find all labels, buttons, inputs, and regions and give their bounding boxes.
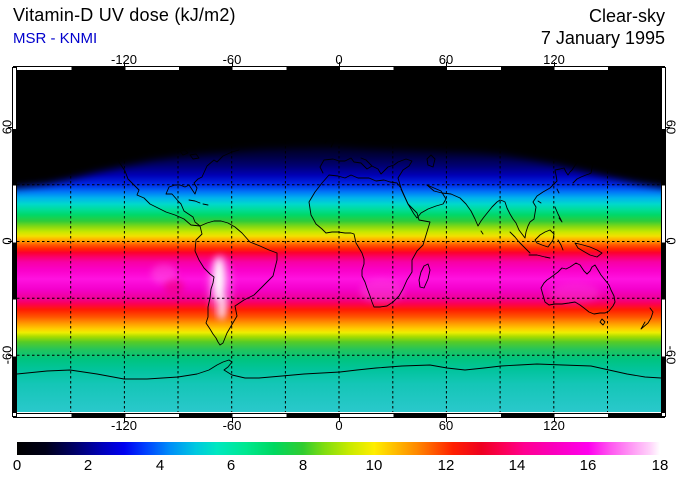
- coast-africa: [308, 174, 431, 308]
- great-lakes: [179, 149, 200, 160]
- axis-tick: [8, 127, 12, 128]
- japan: [572, 158, 601, 184]
- colorbar-tick: 2: [83, 457, 93, 474]
- axis-tick: [666, 241, 670, 242]
- coast-arabia: [400, 184, 447, 219]
- coastlines: [17, 127, 661, 380]
- axis-tick: [339, 62, 340, 66]
- date-label: 7 January 1995: [540, 28, 665, 48]
- condition-label: Clear-sky: [588, 6, 665, 26]
- lon-tick-bottom: 120: [543, 418, 565, 433]
- lon-tick-top: -60: [222, 52, 242, 67]
- sri-lanka: [480, 230, 484, 235]
- axis-tick: [232, 418, 233, 422]
- axis-tick: [446, 418, 447, 422]
- caspian-sea: [426, 154, 436, 168]
- source-label: MSR - KNMI: [13, 30, 98, 47]
- colorbar-tick: 6: [226, 457, 236, 474]
- axis-tick: [339, 418, 340, 422]
- lon-tick-bottom: -60: [222, 418, 242, 433]
- southern-africa-bright-spot: [360, 279, 404, 303]
- colorbar-tick: 14: [508, 457, 526, 474]
- map-border-right: [661, 67, 666, 417]
- colorbar-tick: 18: [651, 457, 669, 474]
- colorbar-tick: 4: [155, 457, 165, 474]
- lon-tick-bottom: -120: [110, 418, 138, 433]
- new-guinea: [574, 242, 603, 258]
- lon-tick-top: 60: [438, 52, 454, 67]
- coast-europe: [319, 157, 413, 189]
- lon-tick-top: 120: [543, 52, 565, 67]
- lon-tick-bottom: 60: [438, 418, 454, 433]
- axis-tick: [446, 62, 447, 66]
- borneo: [534, 229, 555, 248]
- axis-tick: [554, 418, 555, 422]
- lon-tick-top: 0: [335, 52, 343, 67]
- axis-tick: [232, 62, 233, 66]
- axis-tick: [554, 62, 555, 66]
- philippines: [554, 206, 563, 223]
- colorbar-tick: 0: [12, 457, 22, 474]
- polar-night-region: [17, 71, 661, 188]
- lon-tick-top: -120: [110, 52, 138, 67]
- map-border-left: [12, 67, 17, 417]
- sumatra: [509, 231, 531, 254]
- coast-south-america: [194, 220, 278, 346]
- coast-antarctica: [17, 359, 661, 380]
- madagascar: [418, 263, 431, 289]
- axis-tick: [666, 127, 670, 128]
- world-uv-map: [17, 71, 661, 412]
- axis-tick: [666, 355, 670, 356]
- coast-north-america-west: [43, 127, 201, 227]
- andes-white-maximum: [213, 258, 225, 302]
- coast-australia: [540, 262, 616, 315]
- taiwan-hainan: [537, 188, 560, 204]
- map-overlay: [17, 71, 661, 412]
- java: [528, 254, 551, 259]
- australia-bright-spot: [550, 283, 600, 303]
- pacific-bright-spot: [151, 264, 177, 284]
- page-title: Vitamin-D UV dose (kJ/m2): [13, 5, 236, 25]
- coast-north-america-east: [165, 149, 240, 227]
- uk-ireland: [324, 134, 335, 148]
- colorbar-gradient: [17, 442, 660, 455]
- coast-south-asia: [426, 140, 595, 239]
- graticule: [17, 71, 661, 412]
- se-pacific-low-spot: [164, 279, 184, 295]
- axis-tick: [8, 241, 12, 242]
- colorbar-tick: 10: [365, 457, 383, 474]
- colorbar-tick: 12: [437, 457, 455, 474]
- axis-tick: [8, 355, 12, 356]
- axis-tick: [124, 62, 125, 66]
- lon-tick-bottom: 0: [335, 418, 343, 433]
- header-right: Clear-sky 7 January 1995: [541, 5, 665, 49]
- axis-tick: [124, 418, 125, 422]
- uv-anomaly-spots: [151, 254, 600, 320]
- cuba-hispaniola: [188, 199, 209, 206]
- new-zealand: [640, 307, 654, 330]
- colorbar-tick: 16: [579, 457, 597, 474]
- colorbar-tick: 8: [298, 457, 308, 474]
- sulawesi: [557, 239, 564, 251]
- andes-white-maximum-south: [218, 294, 226, 320]
- tasmania: [599, 318, 606, 326]
